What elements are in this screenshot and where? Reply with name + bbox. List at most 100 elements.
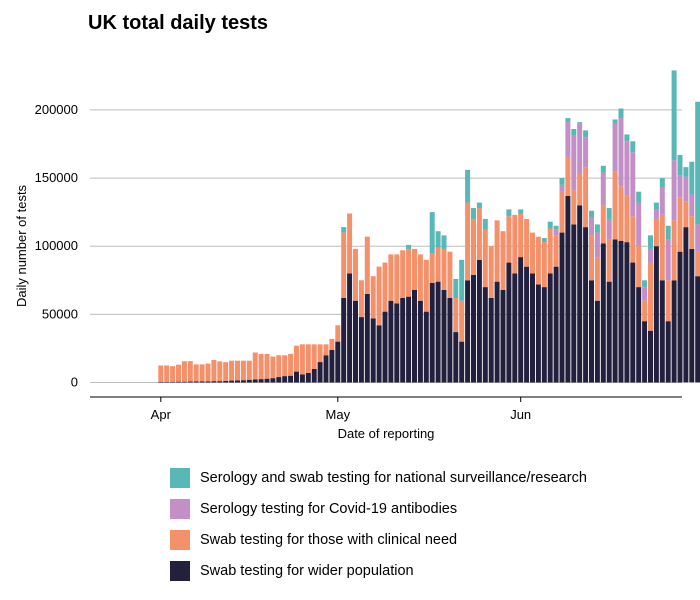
bar-segment-series-4	[547, 221, 553, 229]
bar-segment-series-2	[518, 213, 524, 258]
bar-segment-series-2	[400, 250, 406, 298]
bar-segment-series-3	[671, 160, 677, 221]
bar-segment-series-2	[323, 344, 329, 356]
bar-segment-series-1	[518, 257, 524, 383]
y-tick-label: 50000	[42, 306, 78, 321]
bar-segment-series-2	[441, 248, 447, 290]
bar-segment-series-1	[618, 240, 624, 383]
bar-segment-series-2	[689, 216, 695, 249]
bar-segment-series-1	[335, 341, 341, 383]
bar-segment-series-4	[642, 280, 648, 288]
bar-segment-series-2	[347, 213, 353, 274]
bar-segment-series-1	[500, 289, 506, 383]
bar-segment-series-1	[252, 379, 258, 383]
bar-segment-series-2	[358, 280, 364, 318]
bar-segment-series-1	[653, 246, 659, 383]
bar-segment-series-2	[282, 355, 288, 377]
y-axis-label: Daily number of tests	[14, 184, 29, 307]
bar-segment-series-2	[506, 216, 512, 263]
bar-segment-series-2	[335, 325, 341, 342]
bar-segment-series-3	[665, 239, 671, 281]
bar-segment-series-1	[341, 298, 347, 383]
bar-segment-series-4	[594, 224, 600, 233]
bar-segment-series-2	[382, 262, 388, 312]
bar-segment-series-4	[606, 208, 612, 219]
bar-segment-series-2	[341, 232, 347, 298]
bar-segment-series-4	[518, 209, 524, 214]
bar-segment-series-2	[406, 248, 412, 297]
bar-segment-series-1	[170, 381, 176, 383]
bar-segment-series-1	[583, 227, 589, 383]
bar-segment-series-1	[311, 368, 317, 383]
bar-segment-series-4	[671, 70, 677, 161]
bar-segment-series-4	[636, 191, 642, 203]
bar-segment-series-1	[276, 377, 282, 383]
bar-segment-series-1	[193, 381, 199, 383]
bar-segment-series-2	[240, 360, 246, 381]
bar-segment-series-2	[299, 344, 305, 375]
legend-label: Serology and swab testing for national s…	[200, 469, 587, 486]
bar-segment-series-1	[488, 298, 494, 383]
bar-segment-series-1	[642, 321, 648, 383]
bar-segment-series-2	[565, 157, 571, 196]
bar-segment-series-2	[653, 218, 659, 247]
bar-segment-series-2	[317, 344, 323, 363]
bar-segment-series-2	[158, 365, 164, 382]
bar-segment-series-1	[612, 239, 618, 383]
bar-segment-series-2	[276, 355, 282, 378]
legend-swatch	[170, 529, 190, 550]
y-tick-label: 200000	[35, 102, 78, 117]
bar-segment-series-2	[624, 195, 630, 243]
bar-segment-series-3	[689, 194, 695, 217]
bar-segment-series-1	[406, 296, 412, 383]
bar-segment-series-1	[677, 251, 683, 383]
bar-segment-series-3	[677, 175, 683, 198]
bar-segment-series-1	[417, 300, 423, 383]
x-tick-label: May	[326, 407, 351, 422]
bar-segment-series-4	[406, 244, 412, 249]
bar-segment-series-2	[435, 247, 441, 282]
bar-segment-series-4	[695, 101, 700, 225]
bar-segment-series-2	[636, 246, 642, 288]
bar-segment-series-4	[653, 202, 659, 210]
bar-segment-series-1	[506, 262, 512, 383]
bar-segment-series-1	[158, 381, 164, 383]
bar-segment-series-1	[594, 300, 600, 383]
legend-swatch	[170, 560, 190, 581]
bar-segment-series-4	[482, 218, 488, 230]
bar-segment-series-2	[217, 361, 223, 382]
bar-segment-series-2	[535, 236, 541, 285]
legend: Serology and swab testing for national s…	[170, 462, 587, 586]
bar-segment-series-4	[577, 122, 583, 124]
bar-segment-series-2	[205, 363, 211, 382]
bar-segment-series-2	[364, 236, 370, 294]
bar-segment-series-1	[229, 380, 235, 383]
bar-segment-series-4	[565, 118, 571, 123]
chart-plot: 0 50000 100000 150000 200000 Apr May Jun Date of…	[14, 70, 700, 441]
bar-segment-series-1	[294, 371, 299, 383]
bar-segment-series-1	[347, 273, 353, 383]
legend-item: Serology testing for Covid-19 antibodies	[170, 493, 587, 524]
bar-segment-series-3	[559, 184, 565, 192]
bar-segment-series-1	[199, 381, 205, 383]
bar-segment-series-2	[671, 220, 677, 281]
bar-segment-series-1	[370, 318, 376, 383]
bar-segment-series-1	[571, 224, 577, 383]
bar-segment-series-2	[524, 218, 530, 267]
bar-segment-series-3	[683, 176, 689, 202]
chart-title: UK total daily tests	[88, 12, 269, 34]
bar-segment-series-2	[530, 232, 535, 274]
bar-segment-series-2	[683, 201, 689, 228]
bar-segment-series-2	[311, 344, 317, 369]
bar-segment-series-1	[671, 280, 677, 383]
bar-segment-series-1	[235, 380, 240, 383]
bar-segment-series-2	[235, 360, 240, 381]
bar-segment-series-2	[618, 186, 624, 241]
bar-segment-series-2	[329, 338, 335, 350]
bar-segment-series-4	[553, 225, 559, 230]
bar-segment-series-2	[665, 280, 671, 322]
bar-segment-series-3	[606, 218, 612, 240]
bar-segment-series-3	[577, 123, 583, 174]
bar-segment-series-2	[211, 360, 217, 382]
bar-segment-series-4	[583, 130, 589, 138]
